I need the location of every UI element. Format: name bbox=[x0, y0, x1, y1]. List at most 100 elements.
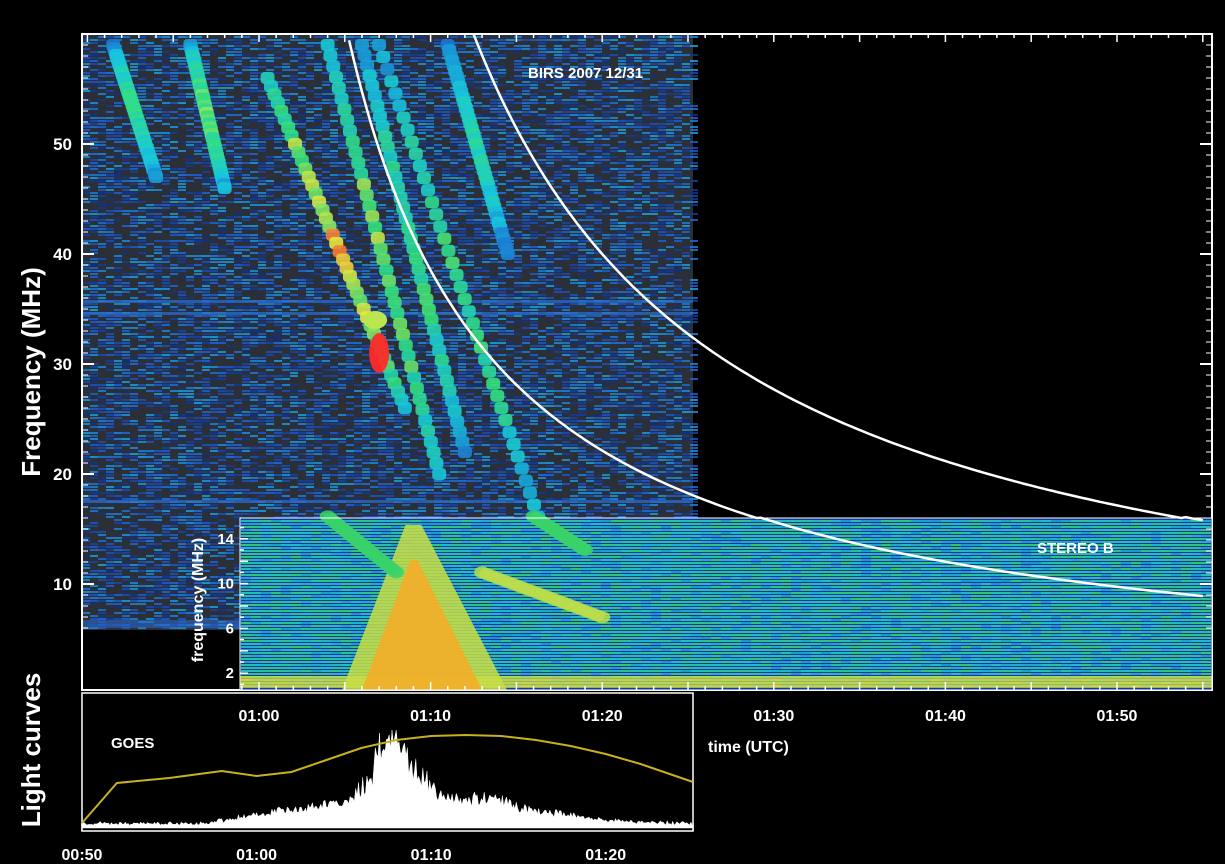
birs-noise-cell bbox=[306, 54, 314, 56]
birs-noise-cell bbox=[330, 39, 338, 41]
birs-noise-cell bbox=[642, 249, 650, 251]
birs-noise-cell bbox=[674, 270, 682, 272]
birs-noise-cell bbox=[530, 321, 538, 323]
birs-noise-cell bbox=[242, 180, 250, 182]
birs-noise-cell bbox=[570, 264, 578, 266]
birs-noise-cell bbox=[154, 264, 162, 266]
birs-noise-cell bbox=[402, 180, 410, 182]
birs-noise-cell bbox=[258, 246, 266, 248]
birs-noise-cell bbox=[106, 156, 114, 158]
birs-noise-cell bbox=[322, 279, 330, 281]
birs-noise-cell bbox=[210, 180, 218, 182]
birs-noise-cell bbox=[90, 147, 98, 149]
birs-noise-cell bbox=[634, 84, 642, 86]
birs-noise-cell bbox=[530, 273, 538, 275]
birs-noise-cell bbox=[378, 183, 386, 185]
birs-noise-cell bbox=[290, 171, 298, 173]
birs-noise-cell bbox=[658, 285, 666, 287]
birs-noise-cell bbox=[418, 123, 426, 125]
birs-noise-cell bbox=[306, 225, 314, 227]
birs-noise-cell bbox=[434, 261, 442, 263]
birs-noise-cell bbox=[682, 246, 690, 248]
birs-noise-cell bbox=[162, 222, 170, 224]
birs-noise-cell bbox=[362, 135, 370, 137]
birs-noise-cell bbox=[282, 63, 290, 65]
birs-noise-cell bbox=[458, 153, 466, 155]
birs-noise-cell bbox=[82, 177, 90, 179]
birs-noise-cell bbox=[362, 225, 370, 227]
birs-noise-cell bbox=[90, 180, 98, 182]
birs-noise-cell bbox=[554, 156, 562, 158]
birs-noise-cell bbox=[610, 117, 618, 119]
birs-noise-cell bbox=[474, 237, 482, 239]
birs-noise-cell bbox=[274, 39, 282, 41]
birs-noise-cell bbox=[394, 159, 402, 161]
birs-noise-cell bbox=[314, 243, 322, 245]
birs-noise-cell bbox=[386, 213, 394, 215]
birs-noise-cell bbox=[546, 225, 554, 227]
birs-noise-cell bbox=[474, 36, 482, 38]
birs-noise-cell bbox=[298, 72, 306, 74]
birs-noise-cell bbox=[178, 150, 186, 152]
birs-noise-cell bbox=[354, 105, 362, 107]
birs-noise-cell bbox=[154, 249, 162, 251]
birs-noise-cell bbox=[410, 174, 418, 176]
birs-noise-cell bbox=[402, 303, 410, 305]
birs-noise-cell bbox=[186, 129, 194, 131]
birs-noise-cell bbox=[234, 309, 242, 311]
birs-noise-cell bbox=[322, 246, 330, 248]
birs-noise-cell bbox=[234, 222, 242, 224]
birs-noise-cell bbox=[674, 39, 682, 41]
birs-noise-cell bbox=[394, 129, 402, 131]
birs-noise-cell bbox=[178, 114, 186, 116]
birs-noise-cell bbox=[378, 96, 386, 98]
birs-noise-cell bbox=[442, 273, 450, 275]
birs-noise-cell bbox=[338, 144, 346, 146]
birs-noise-cell bbox=[546, 195, 554, 197]
birs-noise-cell bbox=[290, 48, 298, 50]
birs-noise-cell bbox=[506, 147, 514, 149]
birs-noise-cell bbox=[570, 168, 578, 170]
birs-noise-cell bbox=[674, 261, 682, 263]
birs-noise-cell bbox=[562, 183, 570, 185]
birs-noise-cell bbox=[114, 36, 122, 38]
birs-noise-cell bbox=[154, 108, 162, 110]
birs-noise-cell bbox=[394, 231, 402, 233]
birs-noise-cell bbox=[226, 153, 234, 155]
birs-noise-cell bbox=[114, 285, 122, 287]
birs-noise-cell bbox=[666, 174, 674, 176]
birs-noise-cell bbox=[634, 99, 642, 101]
birs-noise-cell bbox=[522, 84, 530, 86]
birs-noise-cell bbox=[666, 222, 674, 224]
birs-noise-cell bbox=[410, 192, 418, 194]
birs-noise-cell bbox=[530, 102, 538, 104]
birs-noise-cell bbox=[530, 255, 538, 257]
birs-noise-cell bbox=[234, 231, 242, 233]
birs-noise-cell bbox=[682, 267, 690, 269]
birs-noise-cell bbox=[130, 60, 138, 62]
birs-noise-cell bbox=[634, 282, 642, 284]
birs-noise-cell bbox=[578, 210, 586, 212]
birs-noise-cell bbox=[322, 36, 330, 38]
birs-noise-cell bbox=[346, 69, 354, 71]
birs-noise-cell bbox=[626, 84, 634, 86]
birs-noise-cell bbox=[210, 69, 218, 71]
birs-noise-cell bbox=[634, 129, 642, 131]
birs-noise-cell bbox=[226, 216, 234, 218]
birs-noise-cell bbox=[610, 120, 618, 122]
birs-noise-cell bbox=[346, 36, 354, 38]
birs-noise-cell bbox=[306, 120, 314, 122]
birs-noise-cell bbox=[674, 201, 682, 203]
birs-noise-cell bbox=[306, 291, 314, 293]
birs-noise-cell bbox=[170, 78, 178, 80]
birs-noise-cell bbox=[682, 216, 690, 218]
birs-noise-cell bbox=[266, 138, 274, 140]
birs-noise-cell bbox=[258, 330, 266, 332]
birs-noise-cell bbox=[138, 186, 146, 188]
birs-noise-cell bbox=[90, 72, 98, 74]
birs-noise-cell bbox=[210, 282, 218, 284]
birs-noise-cell bbox=[354, 84, 362, 86]
birs-noise-cell bbox=[546, 192, 554, 194]
birs-noise-cell bbox=[578, 63, 586, 65]
birs-noise-cell bbox=[642, 132, 650, 134]
